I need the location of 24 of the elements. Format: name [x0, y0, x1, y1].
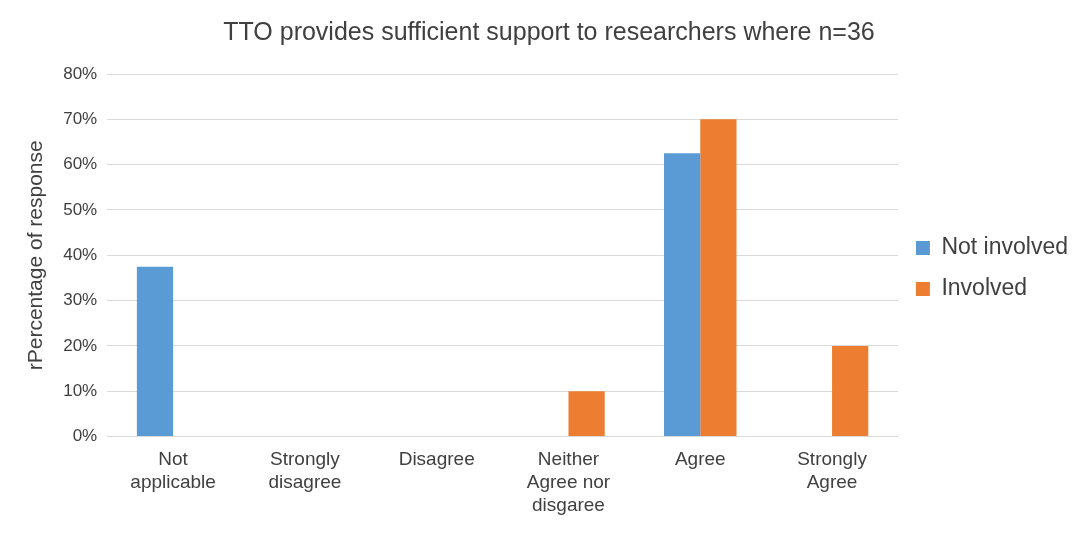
- y-tick-label: 0%: [72, 426, 98, 446]
- y-tick-label: 40%: [63, 244, 98, 264]
- bar: [832, 345, 869, 437]
- y-tick-label: 30%: [63, 290, 98, 310]
- x-tick-label: Not applicable: [130, 448, 216, 493]
- y-tick-label: 70%: [63, 109, 98, 129]
- bar: [664, 153, 701, 437]
- y-axis-title: rPercentage of response: [23, 140, 47, 371]
- x-tick-label: Strongly disagree: [268, 448, 342, 493]
- legend-label: Not involved: [941, 233, 1069, 260]
- chart-title: TTO provides sufficient support to researchers where n=36: [223, 16, 875, 45]
- x-tick-label: Agree: [674, 448, 726, 470]
- y-tick-label: 10%: [63, 380, 98, 400]
- x-tick-label: Strongly Agree: [797, 448, 868, 493]
- bar: [136, 266, 174, 437]
- bar: [568, 391, 605, 437]
- y-tick-label: 20%: [63, 335, 98, 355]
- y-tick-label: 80%: [63, 63, 98, 83]
- y-tick-label: 50%: [63, 199, 98, 219]
- bar: [700, 119, 737, 437]
- x-tick-label: Neither Agree nor disgaree: [526, 448, 611, 515]
- legend-label: Involved: [941, 274, 1028, 301]
- x-tick-label: Disagree: [398, 448, 475, 470]
- y-tick-label: 60%: [63, 154, 98, 174]
